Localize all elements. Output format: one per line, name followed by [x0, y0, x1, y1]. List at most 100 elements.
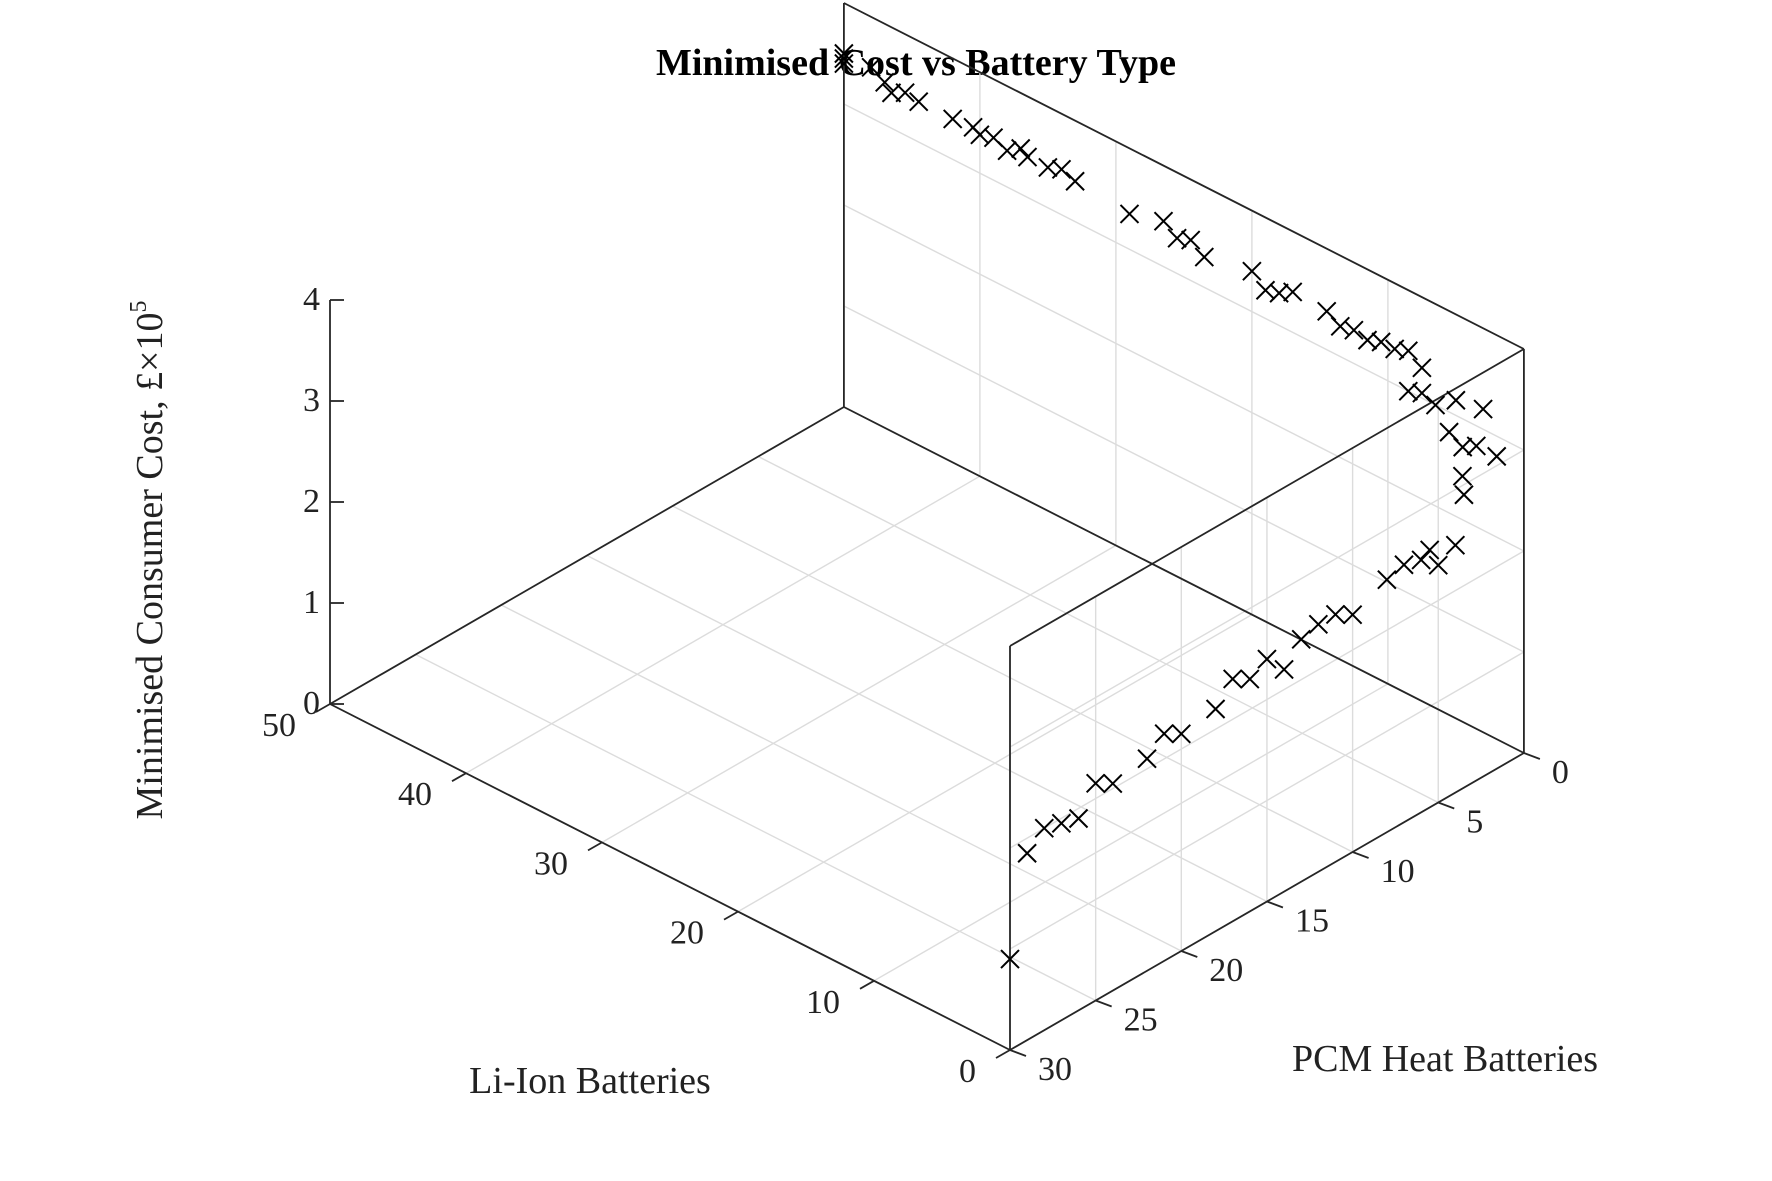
data-point	[1371, 332, 1391, 352]
y-tick-mark	[1352, 851, 1369, 859]
x-tick-label: 10	[806, 984, 840, 1021]
data-point	[895, 83, 915, 103]
x-tick-mark	[723, 910, 739, 921]
data-point	[1240, 669, 1260, 689]
x-tick-label: 50	[262, 707, 296, 744]
wall-grid-z	[1009, 651, 1525, 950]
box-edge	[843, 2, 1525, 350]
y-tick-label: 10	[1381, 853, 1415, 890]
x-tick-mark	[995, 1049, 1011, 1059]
data-point	[881, 83, 902, 103]
box-edge	[1009, 348, 1525, 647]
z-axis-label: Minimised Consumer Cost, £	[129, 372, 171, 820]
z-multiplier: ×10	[129, 312, 171, 371]
y-tick-label: 30	[1038, 1051, 1072, 1088]
data-point	[942, 109, 963, 129]
y-tick-mark	[1437, 801, 1455, 810]
y-axis-label: PCM Heat Batteries	[1292, 1038, 1598, 1080]
x-tick-mark	[859, 980, 875, 990]
axes-box	[329, 2, 1525, 1051]
data-point	[1398, 341, 1419, 361]
data-point	[1065, 171, 1085, 191]
grid-lines	[329, 2, 1525, 1051]
z-axis-label-group: Minimised Consumer Cost, £×105	[126, 300, 171, 819]
data-point	[1017, 147, 1038, 167]
y-tick-label: 0	[1552, 754, 1569, 791]
data-point	[1137, 748, 1157, 769]
y-tick-label: 15	[1295, 903, 1329, 940]
x-tick-label: 40	[398, 776, 432, 813]
y-tick-mark	[1180, 950, 1198, 958]
data-point	[1180, 230, 1201, 250]
x-tick-mark	[315, 703, 331, 713]
x-tick-label: 30	[534, 845, 568, 882]
data-point	[1454, 485, 1474, 505]
x-tick-mark	[451, 772, 467, 782]
data-point	[1119, 204, 1140, 224]
data-point	[1394, 555, 1414, 575]
data-point	[1068, 808, 1089, 829]
data-point	[1282, 282, 1303, 302]
data-point	[834, 43, 854, 64]
x-tick-label: 0	[959, 1053, 976, 1090]
floor-grid-y	[500, 604, 1182, 952]
data-point	[1153, 211, 1174, 231]
floor-grid-y	[672, 505, 1353, 853]
data-point	[834, 53, 854, 74]
y-tick-label: 25	[1124, 1002, 1158, 1039]
data-points	[834, 43, 1507, 969]
data-point	[1103, 773, 1123, 794]
data-point	[1486, 446, 1507, 467]
wall-grid-z	[843, 103, 1525, 451]
data-point	[1274, 659, 1294, 680]
wall-grid-z	[843, 204, 1525, 552]
y-tick-mark	[1523, 752, 1541, 760]
data-point	[1419, 540, 1440, 560]
floor-grid-y	[415, 653, 1096, 1002]
z-tick-label: 1	[303, 584, 320, 621]
y-tick-label: 20	[1209, 952, 1243, 989]
z-multiplier-exponent: 5	[126, 300, 152, 312]
data-point	[1222, 669, 1243, 689]
data-point	[1000, 949, 1020, 969]
data-point	[874, 72, 895, 93]
data-point	[1411, 550, 1431, 570]
data-point	[1242, 261, 1262, 281]
data-point	[908, 91, 929, 112]
box-edge	[329, 406, 845, 705]
data-point	[1051, 813, 1072, 834]
data-point	[1473, 399, 1493, 419]
data-point	[1034, 818, 1054, 838]
data-point	[1445, 535, 1466, 555]
wall-grid-z	[1009, 449, 1525, 748]
data-point	[1017, 843, 1037, 863]
data-point	[1452, 466, 1473, 486]
data-point	[1257, 649, 1277, 669]
data-point	[834, 48, 854, 69]
data-point	[1425, 395, 1446, 415]
y-tick-mark	[1009, 1049, 1027, 1057]
svg-text:Minimised Consumer Cost, £×105: Minimised Consumer Cost, £×105	[126, 300, 171, 819]
x-tick-label: 20	[670, 915, 704, 952]
data-point	[1330, 316, 1351, 336]
data-point	[1255, 280, 1276, 300]
y-tick-mark	[1266, 900, 1284, 909]
data-point	[1377, 569, 1397, 590]
data-point	[1342, 604, 1363, 625]
y-tick-mark	[1095, 999, 1112, 1008]
data-point	[1412, 358, 1432, 378]
floor-grid-y	[757, 455, 1439, 804]
box-edge	[843, 406, 1525, 754]
data-point	[1194, 247, 1215, 267]
data-point	[1291, 629, 1311, 650]
wall-grid-z	[843, 305, 1525, 653]
data-point	[1205, 699, 1226, 719]
data-point	[1412, 383, 1432, 403]
z-tick-label: 3	[303, 382, 320, 419]
data-point	[1428, 555, 1448, 575]
wall-grid-z	[1009, 550, 1525, 849]
floor-grid-y	[586, 554, 1268, 903]
z-tick-label: 4	[303, 281, 320, 318]
